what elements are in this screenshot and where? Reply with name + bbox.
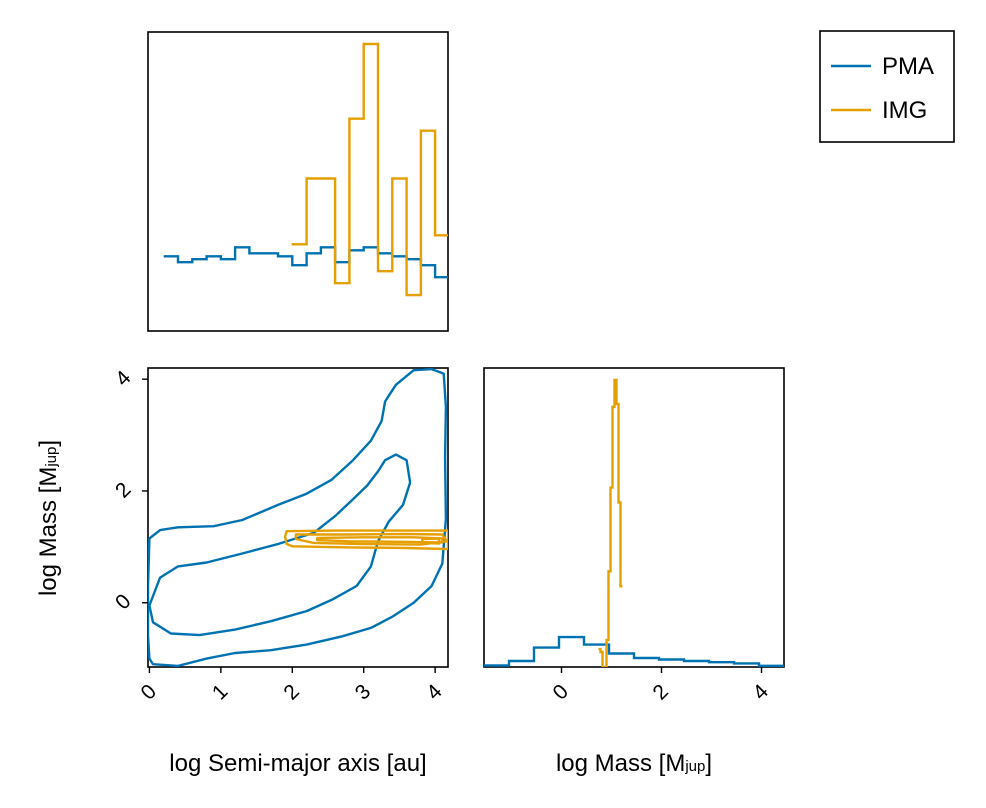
contour-img-level-1	[283, 529, 448, 551]
x-mass-label-sub: jup	[684, 758, 705, 775]
histogram-pma-line	[163, 246, 448, 279]
joint-x-tick-label: 4	[422, 680, 447, 705]
x-axis-label-sma: log Semi-major axis [au]	[169, 750, 426, 777]
joint-x-tick-label: 0	[136, 680, 161, 705]
joint-y-tick-label: 2	[111, 478, 136, 503]
y-mass-label-end: ]	[35, 440, 62, 447]
x-mass-label-main: log Mass [M	[556, 750, 685, 777]
panel-joint-contour: 0 1 2 3 4 0 2 4	[111, 366, 449, 705]
joint-x-tick-label: 3	[351, 680, 376, 705]
joint-y-tick-label: 4	[111, 366, 136, 391]
joint-x-tick-label: 2	[279, 680, 304, 705]
contour-img-level-3	[316, 536, 444, 544]
mass-ticks: 0 2 4	[549, 667, 774, 705]
joint-x-tick-label: 1	[208, 680, 233, 705]
y-axis-label-mass: log Mass [Mjup]	[35, 440, 62, 596]
x-mass-label-end: ]	[705, 750, 712, 777]
legend-label-pma: PMA	[882, 53, 934, 80]
joint-contour-series	[148, 368, 448, 667]
histogram-img-line	[598, 378, 623, 667]
x-axis-label-mass: log Mass [Mjup]	[556, 750, 712, 777]
joint-ticks: 0 1 2 3 4 0 2 4	[111, 366, 447, 705]
legend-box	[819, 30, 955, 143]
legend-label-img: IMG	[882, 97, 927, 124]
contour-pma-level-2	[148, 453, 412, 637]
joint-y-tick-label: 0	[111, 590, 136, 615]
panel-frame	[147, 367, 449, 668]
panel-frame	[147, 31, 449, 332]
panel-sma-histogram	[147, 31, 449, 332]
sma-histogram-series	[163, 42, 448, 297]
mass-histogram-series	[484, 378, 784, 667]
y-mass-label-main: log Mass [M	[35, 467, 62, 596]
mass-x-tick-label: 0	[549, 680, 574, 705]
contour-pma-level-1	[148, 368, 448, 667]
histogram-img-line	[291, 42, 448, 297]
histogram-pma-line	[484, 635, 784, 667]
panel-mass-histogram: 0 2 4	[483, 367, 785, 705]
y-mass-label-sub: jup	[43, 447, 60, 468]
contour-img-level-4	[421, 537, 441, 545]
panel-frame	[483, 367, 785, 668]
mass-x-tick-label: 2	[649, 680, 674, 705]
mass-x-tick-label: 4	[749, 680, 774, 705]
legend: PMA IMG	[819, 30, 955, 143]
